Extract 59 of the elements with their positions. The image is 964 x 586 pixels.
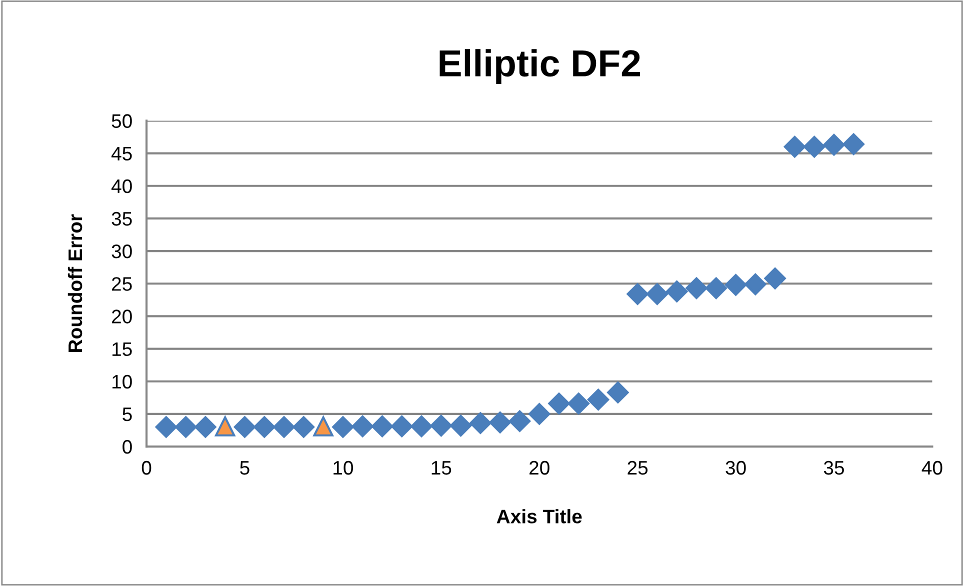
y-tick-label: 20: [112, 310, 132, 324]
chart-title: Elliptic DF2: [440, 49, 640, 84]
point: [430, 414, 452, 437]
point: [254, 416, 276, 438]
y-tick-label: 30: [112, 244, 132, 258]
point: [666, 280, 688, 302]
x-tick-label: 15: [432, 461, 452, 475]
point: [744, 273, 766, 296]
x-tick-label: 0: [142, 460, 152, 475]
point: [410, 415, 432, 438]
y-tick-label: 45: [111, 146, 132, 161]
point: [548, 392, 570, 414]
y-tick-label: 10: [112, 374, 132, 389]
x-tick-label: 20: [530, 460, 550, 475]
point: [823, 134, 845, 156]
y-tick-label: 40: [111, 179, 132, 194]
point: [292, 416, 315, 438]
point: [607, 382, 629, 404]
point: [764, 268, 786, 290]
point: [234, 416, 256, 438]
point: [724, 274, 747, 296]
point: [587, 388, 610, 410]
point: [194, 416, 216, 438]
point: [489, 412, 511, 434]
x-tick-label: 35: [824, 460, 844, 475]
point: [391, 415, 413, 438]
point: [842, 133, 864, 156]
y-tick-label: 35: [112, 212, 132, 226]
y-tick-label: 5: [122, 408, 132, 422]
point: [313, 416, 334, 436]
point: [528, 403, 550, 425]
point: [803, 136, 826, 158]
point: [508, 410, 531, 432]
y-tick-label: 0: [122, 440, 132, 454]
point: [626, 283, 648, 305]
point: [215, 416, 236, 436]
x-tick-label: 10: [334, 460, 353, 475]
point: [155, 416, 178, 438]
point: [568, 392, 590, 414]
y-tick-label: 50: [112, 114, 132, 128]
point: [686, 277, 708, 300]
point: [371, 415, 394, 438]
x-tick-label: 25: [628, 460, 648, 475]
y-tick-label: 15: [112, 342, 132, 356]
x-tick-label: 30: [726, 460, 746, 475]
y-axis-title: Roundoff Error: [68, 214, 82, 352]
x-tick-label: 5: [240, 461, 250, 475]
point: [450, 414, 472, 437]
point: [470, 412, 492, 434]
point: [273, 416, 295, 438]
point: [332, 416, 354, 438]
x-tick-label: 40: [922, 460, 942, 475]
point: [352, 415, 374, 438]
point: [174, 416, 197, 438]
x-axis-title: Axis Title: [496, 509, 582, 524]
point: [646, 283, 668, 305]
point: [784, 136, 806, 158]
y-tick-label: 25: [112, 277, 132, 291]
point: [705, 277, 727, 300]
